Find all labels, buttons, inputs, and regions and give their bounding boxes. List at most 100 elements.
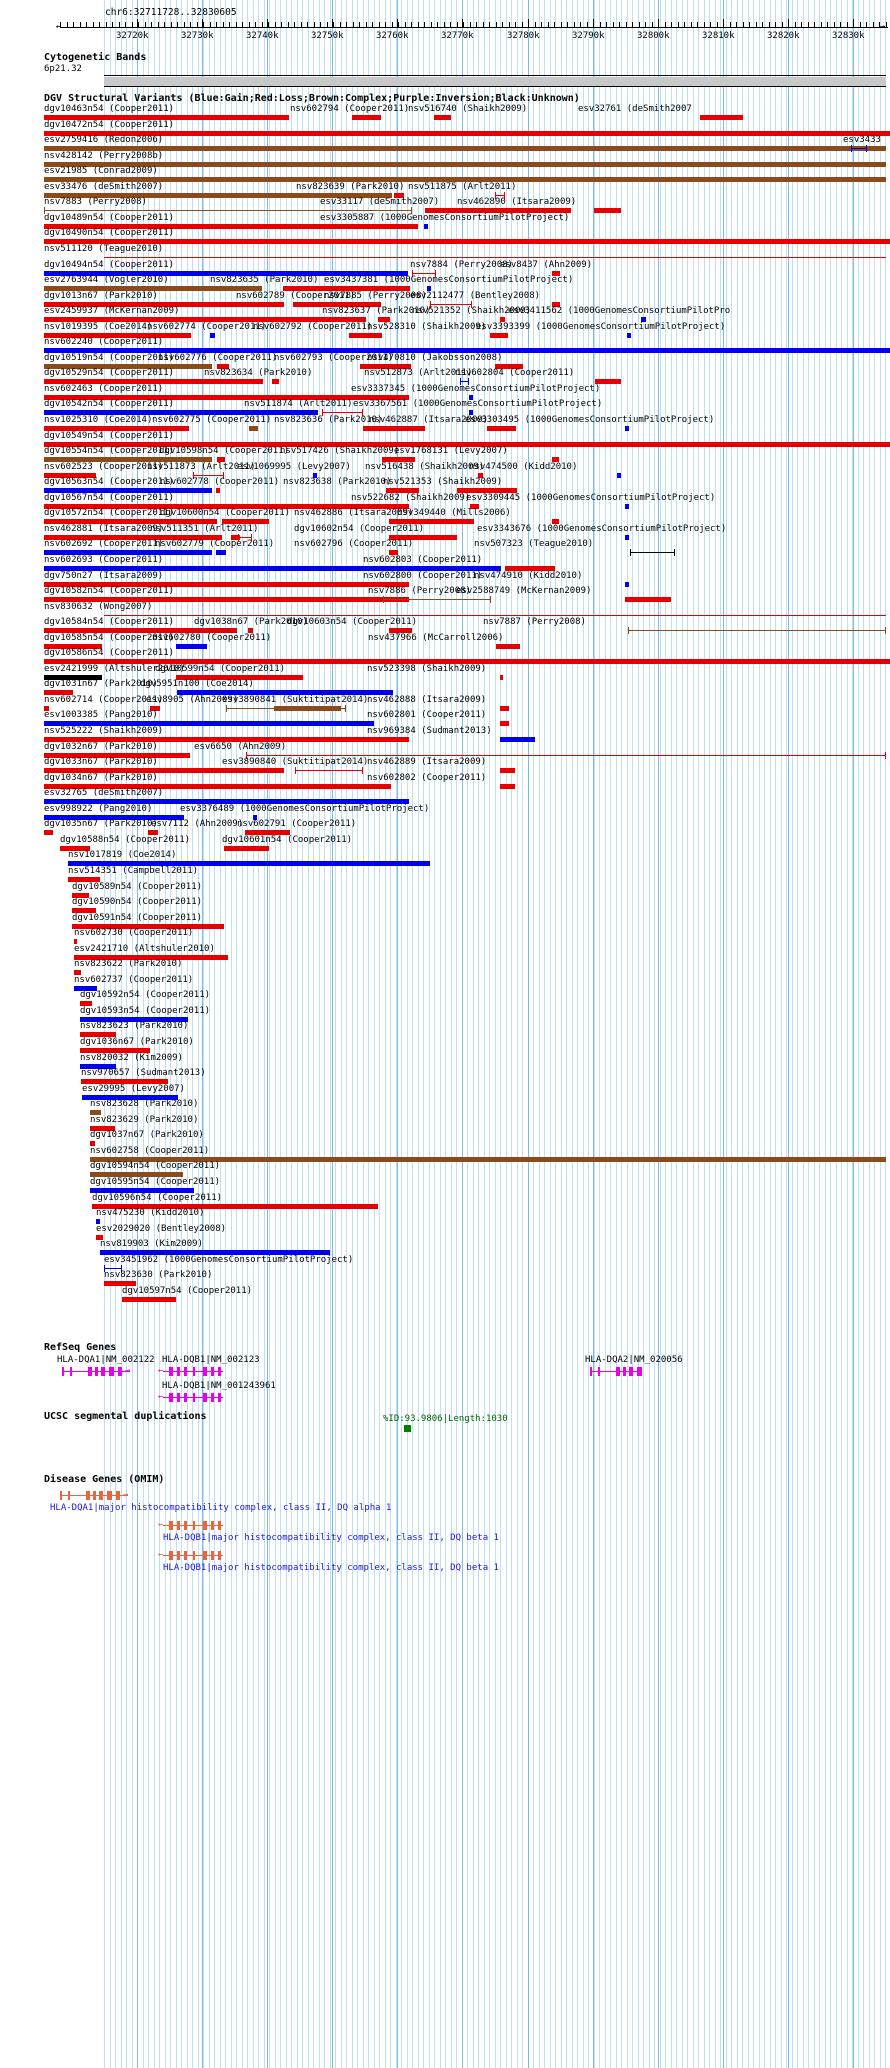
gene-model[interactable]: ← — [158, 1520, 223, 1531]
refseq-gene-label[interactable]: HLA-DQA2|NM_020056 — [585, 1355, 683, 1365]
dgv-variant-label[interactable]: nsv602758 (Cooper2011) — [90, 1146, 210, 1156]
dgv-variant-span[interactable] — [44, 207, 412, 214]
dgv-variant-label[interactable]: esv3433 — [843, 135, 881, 145]
dgv-variant-label[interactable]: dgv750n27 (Itsara2009) — [44, 571, 164, 581]
dgv-variant-label[interactable]: esv3393399 (1000GenomesConsortiumPilotPr… — [476, 322, 726, 332]
dgv-variant-label[interactable]: dgv10586n54 (Cooper2011) — [44, 648, 175, 658]
dgv-variant-label[interactable]: dgv10494n54 (Cooper2011) — [44, 260, 175, 270]
dgv-variant-bar[interactable] — [382, 457, 415, 462]
dgv-variant-bar[interactable] — [500, 768, 515, 773]
dgv-variant-bar[interactable] — [625, 582, 629, 587]
dgv-variant-label[interactable]: esv3411562 (1000GenomesConsortiumPilotPr… — [508, 306, 731, 316]
dgv-variant-bar[interactable] — [490, 333, 508, 338]
dgv-variant-bar[interactable] — [80, 1017, 188, 1022]
dgv-variant-bar[interactable] — [216, 550, 226, 555]
dgv-variant-bar[interactable] — [378, 317, 390, 322]
dgv-variant-label[interactable]: nsv462888 (Itsara2009) — [367, 695, 487, 705]
dgv-variant-label[interactable]: dgv10567n54 (Cooper2011) — [44, 493, 175, 503]
dgv-variant-bar[interactable] — [217, 457, 225, 462]
dgv-variant-bar[interactable] — [90, 1126, 115, 1131]
dgv-variant-label[interactable]: nsv516740 (Shaikh2009) — [408, 104, 528, 114]
dgv-variant-label[interactable]: esv6650 (Ahn2009) — [194, 742, 287, 752]
dgv-variant-bar[interactable] — [44, 302, 284, 307]
dgv-variant-bar[interactable] — [496, 644, 520, 649]
dgv-variant-bar[interactable] — [80, 1032, 116, 1037]
dgv-variant-bar[interactable] — [72, 893, 89, 898]
dgv-variant-bar[interactable] — [44, 784, 391, 789]
dgv-variant-label[interactable]: nsv517426 (Shaikh2009) — [280, 446, 400, 456]
dgv-variant-bar[interactable] — [44, 753, 190, 758]
dgv-variant-label[interactable]: nsv602793 (Cooper2011) — [274, 353, 394, 363]
dgv-variant-label[interactable]: nsv823639 (Park2010) — [296, 182, 405, 192]
dgv-variant-bar[interactable] — [360, 364, 411, 369]
dgv-variant-label[interactable]: nsv7883 (Perry2008) — [44, 197, 147, 207]
dgv-variant-bar[interactable] — [389, 519, 474, 524]
dgv-variant-bar[interactable] — [44, 364, 212, 369]
dgv-variant-label[interactable]: esv2759416 (Redon2006) — [44, 135, 164, 145]
dgv-variant-label[interactable]: nsv522682 (Shaikh2009) — [351, 493, 471, 503]
dgv-variant-span[interactable] — [628, 627, 886, 634]
dgv-variant-label[interactable]: dgv10597n54 (Cooper2011) — [122, 1286, 253, 1296]
dgv-variant-label[interactable]: esv32761 (deSmith2007 — [578, 104, 692, 114]
dgv-variant-bar[interactable] — [44, 582, 409, 587]
dgv-variant-bar[interactable] — [352, 115, 381, 120]
dgv-variant-bar[interactable] — [552, 457, 559, 462]
dgv-variant-label[interactable]: nsv511875 (Arlt2011) — [408, 182, 517, 192]
dgv-variant-label[interactable]: esv7112 (Ahn2009) — [151, 819, 244, 829]
dgv-variant-bar[interactable] — [100, 1250, 330, 1255]
dgv-variant-label[interactable]: dgv1038n67 (Park2010) — [194, 617, 308, 627]
dgv-variant-label[interactable]: esv8905 (Ahn2009) — [146, 695, 239, 705]
dgv-variant-label[interactable]: nsv823629 (Park2010) — [90, 1115, 199, 1125]
dgv-variant-bar[interactable] — [641, 317, 646, 322]
dgv-variant-span[interactable] — [383, 596, 491, 603]
dgv-variant-bar[interactable] — [92, 1204, 378, 1209]
dgv-variant-bar[interactable] — [487, 426, 516, 431]
dgv-variant-bar[interactable] — [44, 193, 392, 198]
dgv-variant-bar[interactable] — [457, 488, 517, 493]
dgv-variant-bar[interactable] — [313, 473, 317, 478]
omim-gene-label[interactable]: HLA-DQB1|major histocompatibility comple… — [163, 1533, 499, 1543]
dgv-variant-label[interactable]: nsv511351 (Arlt2011) — [150, 524, 259, 534]
gene-model[interactable]: ← — [158, 1366, 223, 1377]
dgv-variant-span[interactable] — [246, 752, 886, 759]
dgv-variant-label[interactable]: nsv602792 (Cooper2011) — [253, 322, 373, 332]
dgv-variant-label[interactable]: nsv823623 (Park2010) — [80, 1021, 189, 1031]
dgv-variant-label[interactable]: dgv10572n54 (Cooper2011) — [44, 508, 175, 518]
dgv-variant-span[interactable] — [851, 145, 867, 152]
dgv-variant-label[interactable]: dgv10472n54 (Cooper2011) — [44, 120, 175, 130]
dgv-variant-label[interactable]: dgv10590n54 (Cooper2011) — [72, 897, 203, 907]
dgv-variant-bar[interactable] — [424, 224, 428, 229]
dgv-variant-bar[interactable] — [210, 333, 215, 338]
dgv-variant-label[interactable]: nsv602794 (Cooper2011) — [290, 104, 410, 114]
dgv-variant-bar[interactable] — [44, 597, 409, 602]
dgv-variant-bar[interactable] — [90, 1157, 886, 1162]
dgv-variant-bar[interactable] — [44, 379, 263, 384]
dgv-variant-label[interactable]: esv2459937 (McKernan2009) — [44, 306, 180, 316]
dgv-variant-bar[interactable] — [552, 271, 560, 276]
dgv-variant-label[interactable]: dgv10592n54 (Cooper2011) — [80, 990, 211, 1000]
dgv-variant-label[interactable]: dgv10589n54 (Cooper2011) — [72, 882, 203, 892]
dgv-variant-label[interactable]: dgv10489n54 (Cooper2011) — [44, 213, 175, 223]
dgv-variant-bar[interactable] — [293, 302, 381, 307]
dgv-variant-bar[interactable] — [500, 706, 509, 711]
dgv-variant-label[interactable]: esv33117 (deSmith2007) — [320, 197, 440, 207]
dgv-variant-label[interactable]: nsv602789 (Cooper2011) — [236, 291, 356, 301]
dgv-variant-bar[interactable] — [625, 504, 629, 509]
dgv-variant-label[interactable]: nsv820032 (Kim2009) — [80, 1053, 183, 1063]
dgv-variant-label[interactable]: nsv602714 (Cooper2011) — [44, 695, 164, 705]
dgv-variant-bar[interactable] — [231, 535, 240, 540]
dgv-variant-label[interactable]: nsv602523 (Cooper2011) — [44, 462, 164, 472]
dgv-variant-label[interactable]: esv3890840 (Suktitipat2014) — [222, 757, 369, 767]
dgv-variant-bar[interactable] — [700, 115, 743, 120]
dgv-variant-bar[interactable] — [253, 815, 257, 820]
dgv-variant-label[interactable]: esv32765 (deSmith2007) — [44, 788, 164, 798]
dgv-variant-bar[interactable] — [427, 286, 431, 291]
dgv-variant-bar[interactable] — [283, 286, 410, 291]
dgv-variant-bar[interactable] — [176, 675, 303, 680]
dgv-variant-bar[interactable] — [44, 566, 501, 571]
dgv-variant-bar[interactable] — [96, 1219, 100, 1224]
dgv-variant-label[interactable]: dgv10602n54 (Cooper2011) — [294, 524, 425, 534]
dgv-variant-bar[interactable] — [552, 519, 559, 524]
dgv-variant-bar[interactable] — [625, 426, 629, 431]
dgv-variant-label[interactable]: nsv823622 (Park2010) — [74, 959, 183, 969]
